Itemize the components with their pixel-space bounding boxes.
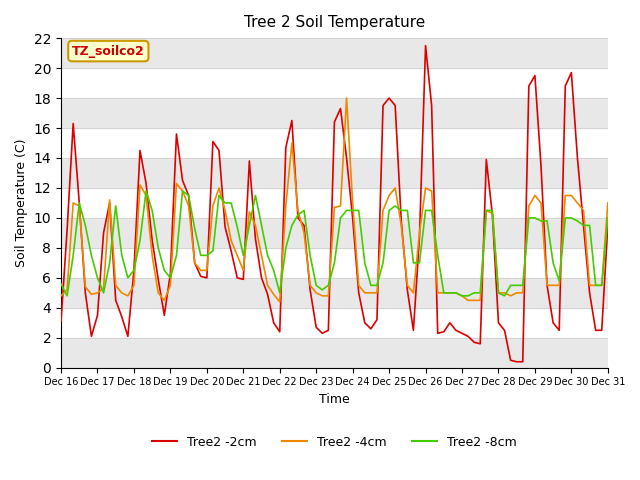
Y-axis label: Soil Temperature (C): Soil Temperature (C): [15, 139, 28, 267]
Bar: [61, 38, 608, 68]
Title: Tree 2 Soil Temperature: Tree 2 Soil Temperature: [244, 15, 425, 30]
Bar: [61, 158, 608, 188]
X-axis label: Time: Time: [319, 393, 350, 406]
Bar: [61, 278, 608, 308]
Text: TZ_soilco2: TZ_soilco2: [72, 45, 145, 58]
Bar: [61, 338, 608, 368]
Bar: [61, 98, 608, 128]
Legend: Tree2 -2cm, Tree2 -4cm, Tree2 -8cm: Tree2 -2cm, Tree2 -4cm, Tree2 -8cm: [147, 431, 522, 454]
Bar: [61, 218, 608, 248]
